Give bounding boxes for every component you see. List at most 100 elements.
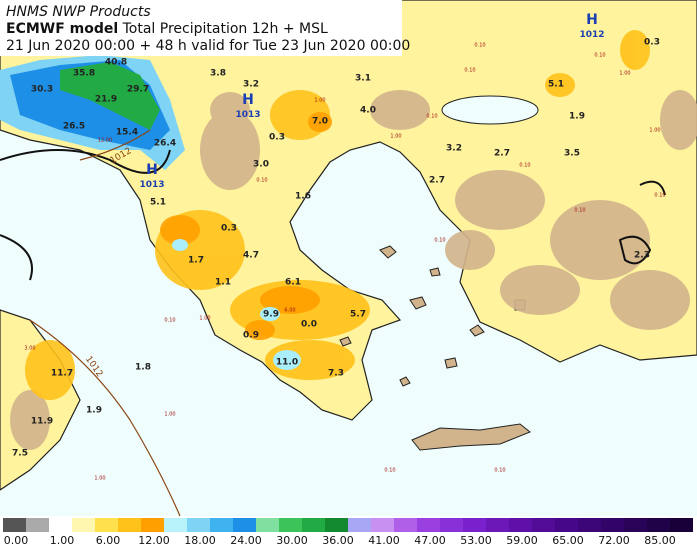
small-value-label: 3.00 [24,346,35,352]
precip-label: 7.5 [12,449,28,459]
small-value-label: 0.10 [384,468,395,474]
precip-label: 30.3 [31,85,53,95]
pressure-value: 1013 [235,110,260,120]
precip-label: 21.9 [95,95,117,105]
colorbar-swatch [647,518,670,532]
precip-label: 35.8 [73,69,95,79]
colorbar-label: 1.00 [50,534,75,547]
colorbar-swatch [440,518,463,532]
colorbar-swatch [49,518,72,532]
colorbar-swatch [26,518,49,532]
colorbar-swatch [141,518,164,532]
colorbar-swatch [670,518,693,532]
colorbar-label: 36.00 [322,534,354,547]
precip-label: 7.0 [312,117,328,127]
precip-label: 0.3 [269,133,285,143]
precip-label: 3.1 [355,74,371,84]
model-name: ECMWF model [6,21,118,37]
isobar [0,149,666,281]
precip-label: 2.7 [494,149,510,159]
product-name: Total Precipitation 12h + MSL [122,21,328,37]
colorbar-swatch [279,518,302,532]
precip-label: 1.1 [215,278,231,288]
precip-label: 5.7 [350,310,366,320]
colorbar-swatch [233,518,256,532]
validity: 21 Jun 2020 00:00 + 48 h valid for Tue 2… [6,38,410,54]
precip-label: 11.7 [51,369,73,379]
colorbar-label: 6.00 [96,534,121,547]
sea-of-marmara [441,95,539,125]
precip-label: 7.3 [328,369,344,379]
precip-label: 26.4 [154,139,176,149]
small-value-label: 12.00 [98,138,112,144]
precip-label: 0.0 [301,320,317,330]
precip-label: 15.4 [116,128,138,138]
small-value-label: 1.00 [164,412,175,418]
colorbar-swatch [348,518,371,532]
precip-label: 5.1 [548,80,564,90]
colorbar-swatch [509,518,532,532]
colorbar-swatch [302,518,325,532]
colorbar-swatch [394,518,417,532]
small-value-label: 0.10 [256,178,267,184]
colorbar-swatch [95,518,118,532]
colorbar-swatch [187,518,210,532]
precip-label: 11.9 [31,417,53,427]
precip-heavy [160,112,332,340]
colorbar-label: 53.00 [460,534,492,547]
colorbar-label: 0.00 [4,534,29,547]
colorbar-swatch [601,518,624,532]
colorbar-label: 41.00 [368,534,400,547]
colorbar-label: 85.00 [644,534,676,547]
colorbar: 0.00 1.00 6.00 12.00 18.00 24.00 30.00 36.00 41.… [3,518,693,547]
colorbar-swatch [486,518,509,532]
colorbar-label: 30.00 [276,534,308,547]
colorbar-label: 65.00 [552,534,584,547]
small-value-label: 1.00 [94,476,105,482]
precip-label: 3.0 [253,160,269,170]
colorbar-label: 47.00 [414,534,446,547]
small-value-label: 0.10 [434,238,445,244]
small-value-label: 1.00 [390,134,401,140]
colorbar-swatch [532,518,555,532]
pressure-value: 1012 [579,30,604,40]
colorbar-swatch [164,518,187,532]
precip-label: 3.2 [243,80,259,90]
precip-label: 0.3 [221,224,237,234]
precip-label: 6.1 [285,278,301,288]
small-value-label: 0.10 [164,318,175,324]
small-value-label: 0.10 [519,163,530,169]
precip-label: 9.9 [263,310,279,320]
colorbar-swatch [325,518,348,532]
small-value-label: 0.10 [464,68,475,74]
colorbar-swatch [118,518,141,532]
precip-label: 11.0 [276,358,298,368]
header-title: HNMS NWP Products [6,4,151,20]
precip-label: 1.9 [569,112,585,122]
small-value-label: 0.10 [654,193,665,199]
small-value-label: 0.10 [474,43,485,49]
precip-label: 2.3 [634,251,650,261]
precip-label: 3.5 [564,149,580,159]
small-value-label: 1.00 [199,316,210,322]
small-value-label: 1.00 [649,128,660,134]
small-value-label: 0.10 [494,468,505,474]
precip-label: 0.3 [644,38,660,48]
pressure-letter: H [146,162,158,178]
small-value-label: 1.00 [314,98,325,104]
precip-label: 3.8 [210,69,226,79]
small-value-label: 1.00 [619,71,630,77]
precip-dry [10,90,697,450]
colorbar-label: 24.00 [230,534,262,547]
colorbar-label: 59.00 [506,534,538,547]
colorbar-swatch [578,518,601,532]
small-value-label: 0.10 [426,114,437,120]
colorbar-label: 12.00 [138,534,170,547]
island [411,423,531,451]
small-value-label: 6.00 [284,308,295,314]
precip-label: 4.0 [360,106,376,116]
pressure-letter: H [242,92,254,108]
precip-label: 0.9 [243,331,259,341]
precip-extreme-green [60,62,160,130]
